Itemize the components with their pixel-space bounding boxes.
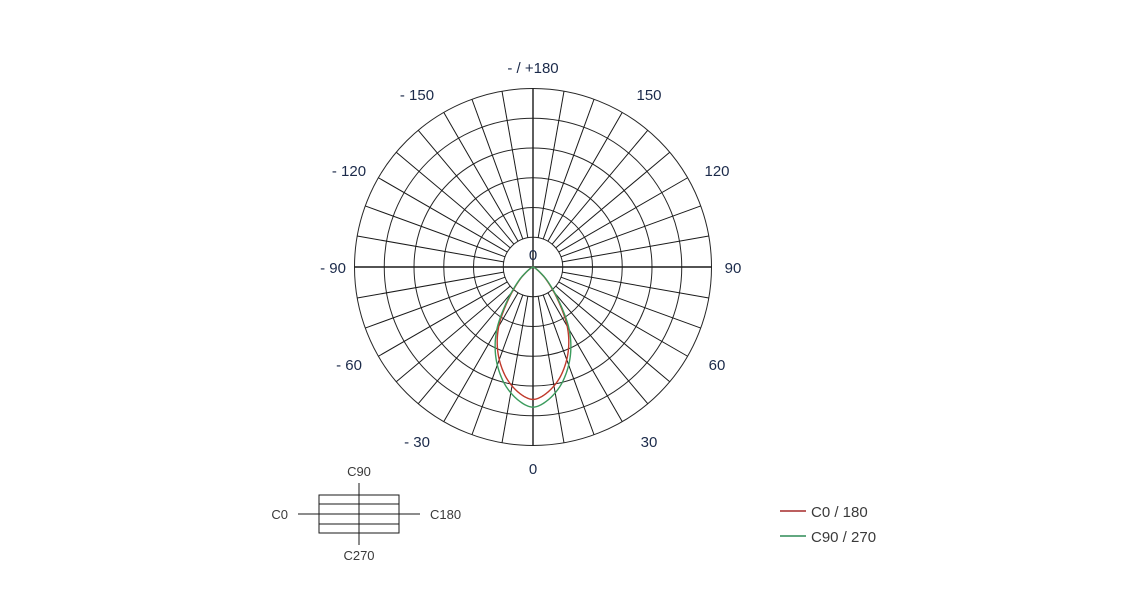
- svg-text:120: 120: [704, 163, 729, 180]
- svg-text:60: 60: [709, 357, 726, 374]
- svg-text:- 120: - 120: [332, 163, 366, 180]
- svg-text:30: 30: [641, 434, 658, 451]
- svg-text:- 150: - 150: [400, 87, 434, 104]
- svg-text:C270: C270: [343, 548, 374, 563]
- svg-text:0: 0: [529, 461, 537, 478]
- svg-text:C90: C90: [347, 464, 371, 479]
- svg-text:C90 / 270: C90 / 270: [811, 529, 876, 546]
- svg-text:C180: C180: [430, 507, 461, 522]
- svg-text:90: 90: [725, 260, 742, 277]
- svg-text:- 30: - 30: [404, 434, 430, 451]
- svg-text:- 90: - 90: [320, 260, 346, 277]
- svg-text:C0 / 180: C0 / 180: [811, 504, 868, 521]
- svg-text:- 60: - 60: [336, 357, 362, 374]
- svg-text:0: 0: [529, 247, 537, 264]
- svg-text:- / +180: - / +180: [507, 60, 558, 77]
- svg-text:C0: C0: [271, 507, 288, 522]
- svg-text:150: 150: [636, 87, 661, 104]
